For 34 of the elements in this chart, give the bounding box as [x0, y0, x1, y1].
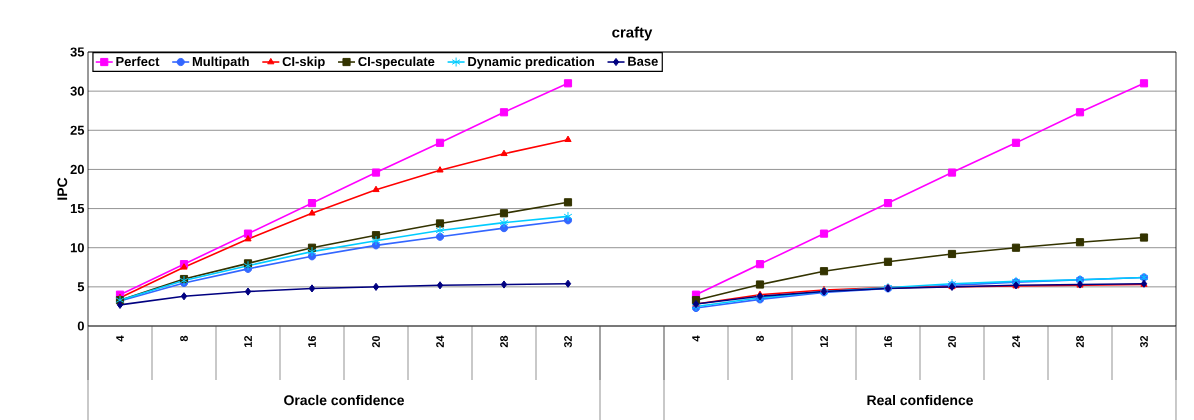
- y-tick-label: 20: [70, 164, 84, 174]
- y-axis-title: IPC: [57, 177, 68, 200]
- x-tick-label: 20: [948, 335, 956, 348]
- y-tick-label: 35: [70, 47, 85, 57]
- y-tick-label: 5: [77, 282, 85, 292]
- x-tick-label: 32: [564, 335, 572, 348]
- y-tick-label: 0: [77, 321, 84, 331]
- y-tick-label: 25: [70, 125, 85, 135]
- x-tick-label: 8: [180, 335, 188, 342]
- x-tick-label: 8: [756, 335, 764, 342]
- legend-label: Multipath: [192, 56, 249, 69]
- legend-label: Perfect: [116, 56, 160, 66]
- x-tick-label: 16: [308, 335, 316, 347]
- x-tick-label: 28: [500, 335, 508, 348]
- text: Oracle confidence: [284, 394, 404, 405]
- y-tick-label: 10: [70, 242, 84, 253]
- text: Real confidence: [867, 394, 973, 405]
- x-tick-label: 28: [1076, 335, 1084, 348]
- x-tick-label: 12: [820, 335, 828, 347]
- y-tick-label: 15: [70, 203, 85, 213]
- legend-label: CI-skip: [282, 56, 325, 69]
- x-tick-label: 12: [244, 335, 252, 347]
- legend-label: Dynamic predication: [468, 56, 594, 69]
- x-tick-label: 20: [372, 335, 380, 348]
- x-tick-label: 24: [1012, 335, 1020, 348]
- x-tick-label: 24: [436, 335, 444, 348]
- x-tick-label: 32: [1140, 335, 1148, 348]
- x-tick-label: 4: [692, 335, 700, 342]
- y-tick-label: 30: [70, 86, 84, 96]
- x-tick-label: 4: [116, 335, 124, 342]
- legend-label: Base: [628, 56, 658, 66]
- legend-label: CI-speculate: [358, 56, 435, 69]
- chart-title: crafty: [612, 26, 653, 41]
- x-tick-label: 16: [884, 335, 892, 347]
